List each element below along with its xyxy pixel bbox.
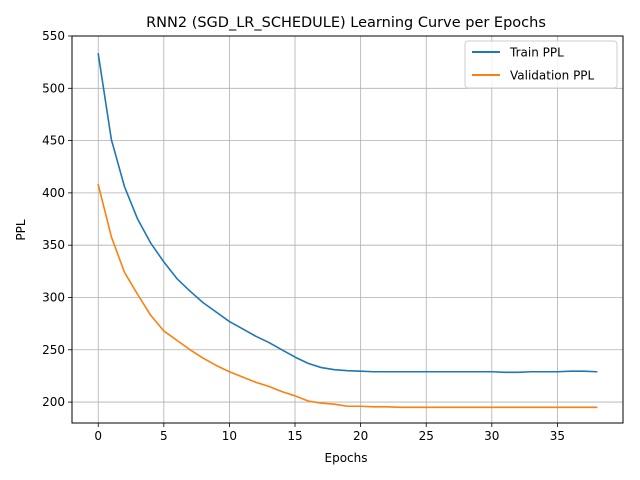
- axes: 0 5 10 15 20 25 30 35 200 250 300 350 400 450 500 550: [42, 29, 565, 443]
- x-tick-label: 35: [550, 429, 565, 443]
- y-tick-label: 300: [42, 290, 65, 304]
- plot-area: [72, 36, 623, 423]
- legend-label-train: Train PPL: [509, 46, 564, 60]
- plot-frame: [71, 35, 624, 424]
- x-tick-label: 0: [94, 429, 102, 443]
- y-axis-label: PPL: [14, 219, 28, 240]
- validation-ppl-line: [97, 183, 598, 409]
- x-tick-label: 30: [484, 429, 499, 443]
- legend: Train PPL Validation PPL: [464, 40, 618, 89]
- legend-box: [464, 40, 618, 89]
- series-layer: [97, 52, 598, 409]
- y-tick-label: 350: [42, 238, 65, 252]
- grid: [72, 35, 623, 423]
- y-tick-label: 250: [42, 343, 65, 357]
- y-tick-label: 500: [42, 81, 65, 95]
- x-tick-label: 25: [419, 429, 434, 443]
- y-tick-label: 200: [42, 395, 65, 409]
- train-ppl-line: [97, 52, 598, 374]
- x-axis-label: Epochs: [325, 451, 368, 465]
- x-tick-label: 5: [160, 429, 168, 443]
- chart-title: RNN2 (SGD_LR_SCHEDULE) Learning Curve pe…: [146, 15, 546, 31]
- y-tick-label: 450: [42, 134, 65, 148]
- y-tick-label: 550: [42, 29, 65, 43]
- x-tick-label: 20: [353, 429, 368, 443]
- x-tick-label: 10: [222, 429, 237, 443]
- y-tick-label: 400: [42, 186, 65, 200]
- legend-label-validation: Validation PPL: [510, 69, 595, 83]
- x-tick-label: 15: [287, 429, 302, 443]
